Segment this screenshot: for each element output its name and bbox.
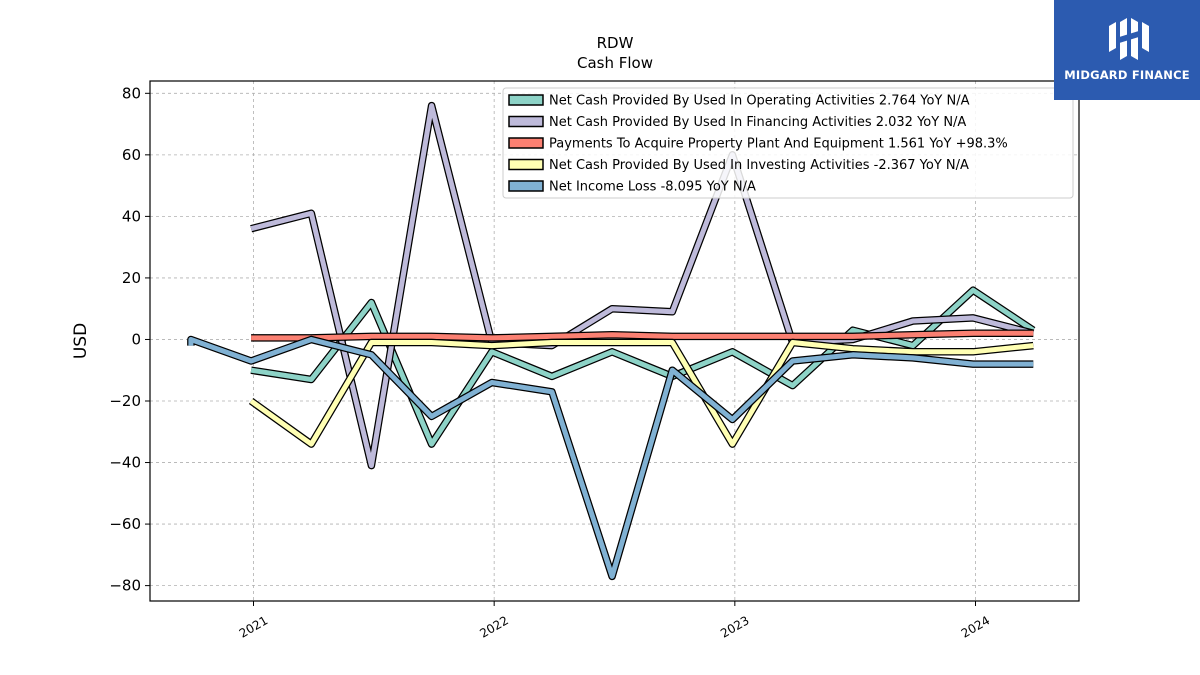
legend-box: [502, 87, 1074, 199]
y-tick-label: 0: [131, 330, 141, 348]
legend-swatch: [508, 158, 544, 171]
y-tick-label: 80: [122, 84, 141, 102]
chart-subtitle: Cash Flow: [577, 54, 653, 72]
legend-swatch: [508, 94, 544, 106]
x-tick-label: 2022: [477, 613, 510, 640]
midgard-logo-icon: [1109, 18, 1149, 60]
series-lines: [187, 101, 1036, 581]
legend-swatch: [508, 115, 544, 128]
series-line: [249, 340, 1034, 447]
y-axis-label: USD: [71, 323, 91, 359]
series-line: [188, 337, 1034, 579]
y-tick-label: 40: [122, 207, 141, 225]
y-tick-label: −20: [109, 392, 141, 410]
legend-swatch: [508, 137, 544, 149]
series-line: [250, 103, 1034, 469]
legend-swatch: [508, 180, 544, 192]
legend-label: Payments To Acquire Property Plant And E…: [549, 137, 1008, 152]
x-tick-label: 2023: [718, 613, 751, 640]
brand-logo: MIDGARD FINANCE: [1054, 0, 1200, 100]
brand-name: MIDGARD FINANCE: [1064, 68, 1190, 82]
y-tick-label: 60: [122, 146, 141, 164]
y-tick-label: −40: [109, 454, 141, 472]
legend: Net Cash Provided By Used In Operating A…: [502, 87, 1074, 199]
series-line: [251, 330, 1034, 341]
legend-label: Net Cash Provided By Used In Investing A…: [549, 158, 969, 173]
legend-label: Net Cash Provided By Used In Financing A…: [549, 115, 966, 130]
y-tick-label: −60: [109, 515, 141, 533]
y-tick-label: −80: [109, 577, 141, 595]
x-tick-label: 2024: [959, 613, 992, 640]
series-line: [250, 287, 1035, 447]
y-tick-label: 20: [122, 269, 141, 287]
plot-frame: [149, 80, 1080, 602]
chart-title: RDW: [597, 34, 634, 52]
legend-label: Net Cash Provided By Used In Operating A…: [549, 94, 970, 109]
x-tick-label: 2021: [237, 613, 270, 640]
legend-label: Net Income Loss -8.095 YoY N/A: [549, 180, 756, 195]
